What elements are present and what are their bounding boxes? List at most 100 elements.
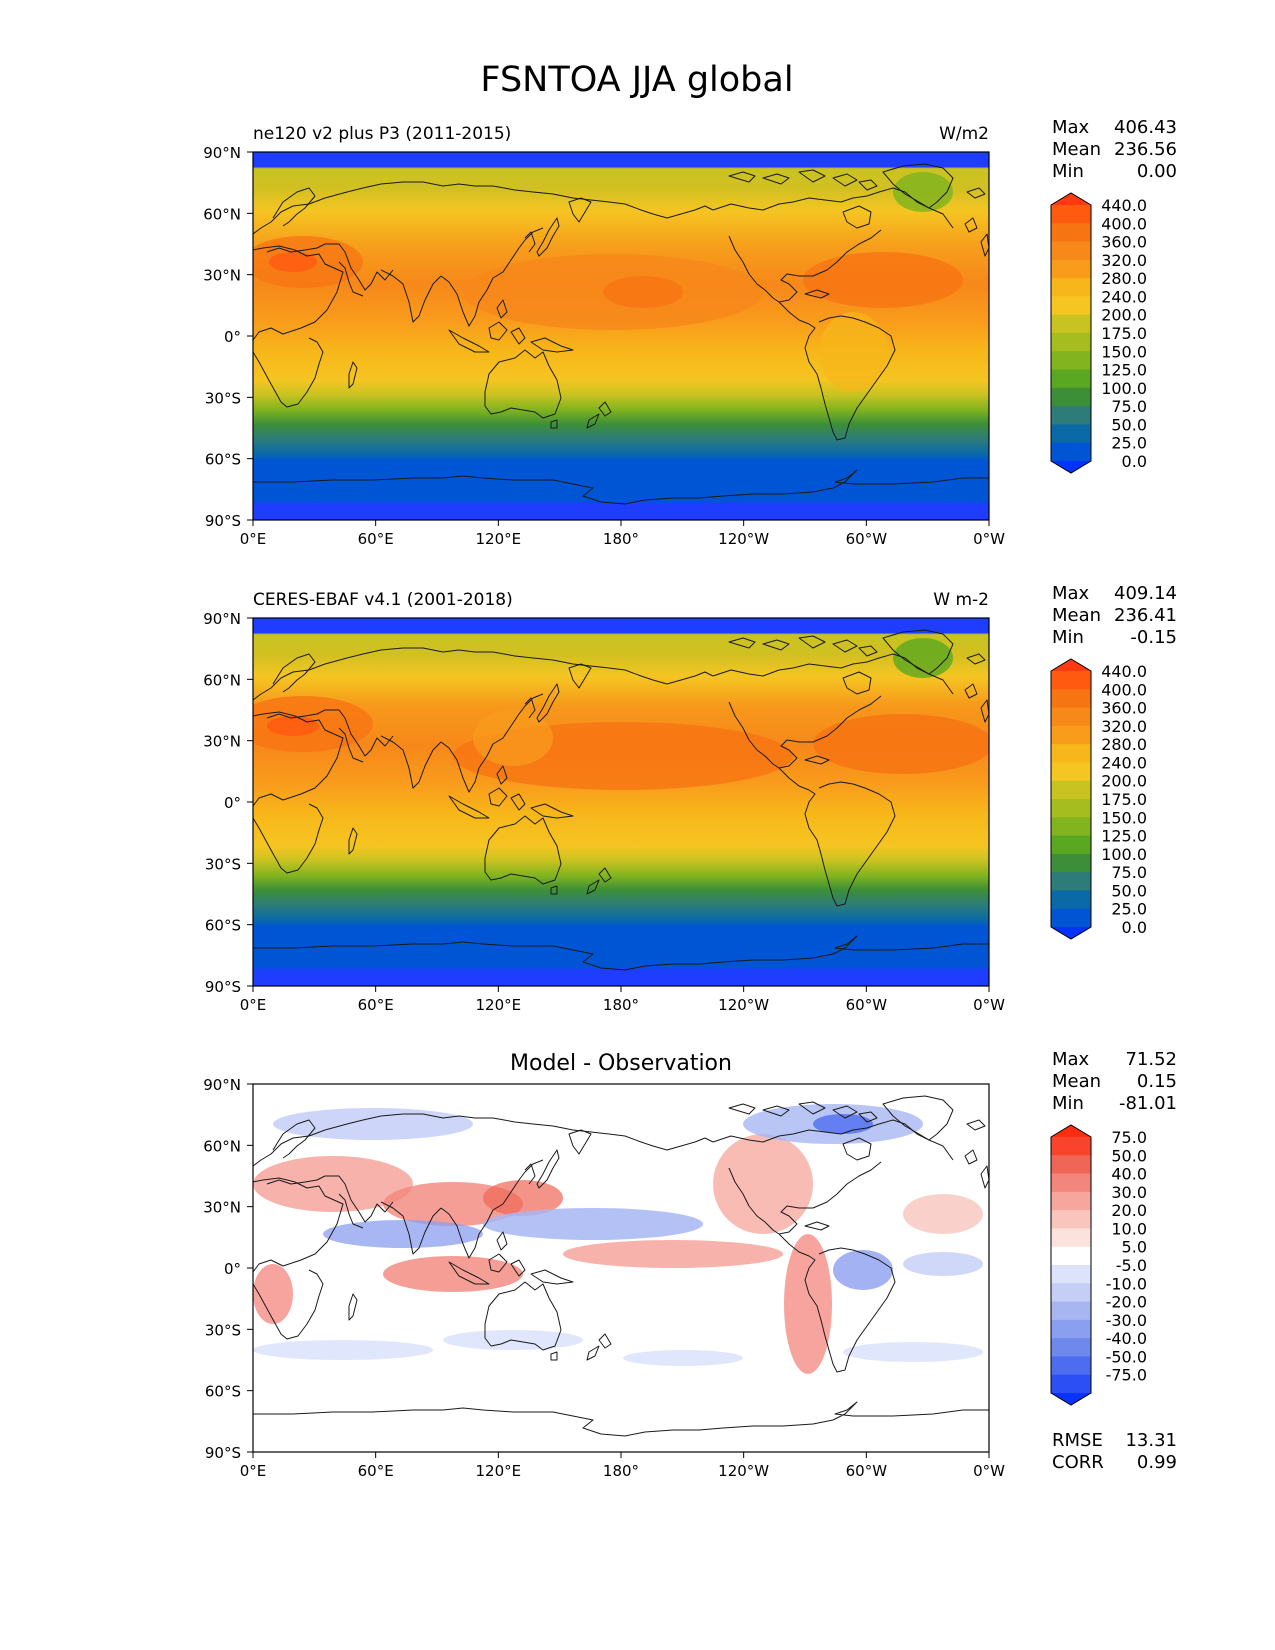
colorbar-level-label: -75.0 bbox=[1106, 1366, 1147, 1385]
stat-mean-value: 236.56 bbox=[1114, 139, 1177, 160]
x-tick-label: 60°E bbox=[358, 996, 394, 1014]
colorbar-swatch bbox=[1051, 908, 1091, 928]
y-tick-label: 90°S bbox=[205, 512, 241, 530]
map-plot-area: 90°N 60°N 30°N 0° 30°S 60°S 90°S0°E 60°E 120°E 18… bbox=[203, 144, 1005, 548]
colorbar-level-label: -10.0 bbox=[1106, 1274, 1147, 1293]
colorbar-swatch bbox=[1051, 369, 1091, 389]
field-feature bbox=[269, 252, 317, 272]
colorbar: 440.0400.0360.0320.0280.0240.0200.0175.0… bbox=[1050, 658, 1147, 940]
colorbar-swatch bbox=[1051, 1265, 1091, 1284]
field-feature bbox=[893, 172, 953, 212]
colorbar-swatch bbox=[1051, 223, 1091, 243]
colorbar-level-label: 240.0 bbox=[1101, 753, 1147, 772]
field-feature bbox=[833, 1250, 893, 1290]
colorbar-level-label: 150.0 bbox=[1101, 342, 1147, 361]
x-tick-label: 0°W bbox=[973, 1462, 1005, 1480]
panel-left-title: ne120 v2 plus P3 (2011-2015) bbox=[253, 124, 511, 144]
field-feature bbox=[819, 312, 887, 392]
y-tick-label: 60°S bbox=[205, 1383, 241, 1401]
field-feature bbox=[623, 1350, 743, 1366]
panel-right-title: W/m2 bbox=[939, 124, 989, 144]
y-tick-label: 90°N bbox=[203, 1076, 241, 1094]
field-feature bbox=[603, 276, 683, 308]
colorbar-level-label: 75.0 bbox=[1111, 1128, 1147, 1147]
colorbar-level-label: 200.0 bbox=[1101, 306, 1147, 325]
colorbar-swatch bbox=[1051, 1283, 1091, 1303]
colorbar-level-label: 200.0 bbox=[1101, 772, 1147, 791]
x-tick-label: 180° bbox=[603, 1462, 639, 1480]
colorbar-swatch bbox=[1051, 314, 1091, 334]
colorbar-swatch bbox=[1051, 1246, 1091, 1266]
x-tick-label: 120°W bbox=[718, 530, 769, 548]
colorbar-swatch bbox=[1051, 890, 1091, 910]
panel-difference: Model - Observation bbox=[203, 1049, 1177, 1480]
colorbar-swatch bbox=[1051, 927, 1091, 939]
field-feature bbox=[483, 1208, 703, 1240]
x-tick-label: 120°E bbox=[476, 996, 522, 1014]
field-feature bbox=[383, 1256, 523, 1292]
y-tick-label: 30°S bbox=[205, 855, 241, 873]
figure-title: FSNTOA JJA global bbox=[480, 60, 793, 100]
stat-rmse-value: 13.31 bbox=[1125, 1430, 1177, 1451]
x-tick-label: 120°W bbox=[718, 1462, 769, 1480]
x-tick-label: 0°W bbox=[973, 996, 1005, 1014]
colorbar-level-label: 400.0 bbox=[1101, 214, 1147, 233]
y-tick-label: 30°S bbox=[205, 389, 241, 407]
field-feature bbox=[253, 1340, 433, 1360]
field-feature bbox=[267, 716, 319, 736]
y-tick-label: 60°N bbox=[203, 205, 241, 223]
stats-block: Max 71.52 Mean 0.15 Min -81.01 bbox=[1052, 1049, 1177, 1114]
colorbar-swatch bbox=[1051, 744, 1091, 764]
panel-model: ne120 v2 plus P3 (2011-2015) W/m2 90°N 60… bbox=[203, 117, 1177, 548]
colorbar-swatch bbox=[1051, 424, 1091, 444]
y-tick-label: 30°N bbox=[203, 1199, 241, 1217]
colorbar-swatch bbox=[1051, 1319, 1091, 1339]
colorbar-swatch bbox=[1051, 333, 1091, 352]
colorbar-level-label: 150.0 bbox=[1101, 808, 1147, 827]
colorbar-swatch bbox=[1051, 1374, 1091, 1394]
field-feature bbox=[893, 638, 953, 678]
field-feature bbox=[483, 1180, 563, 1216]
colorbar-swatch bbox=[1051, 406, 1091, 426]
colorbar-level-label: 50.0 bbox=[1111, 415, 1147, 434]
y-tick-label: 60°S bbox=[205, 917, 241, 935]
colorbar-level-label: 320.0 bbox=[1101, 717, 1147, 736]
colorbar-level-label: 75.0 bbox=[1111, 863, 1147, 882]
stat-max-label: Max bbox=[1052, 583, 1090, 604]
field-feature bbox=[843, 1342, 983, 1362]
x-tick-label: 0°E bbox=[240, 1462, 267, 1480]
field-feature bbox=[803, 252, 963, 308]
field-base bbox=[253, 618, 989, 986]
field-feature bbox=[323, 1220, 483, 1248]
stat-min-value: -0.15 bbox=[1130, 627, 1177, 648]
stat-mean-value: 236.41 bbox=[1114, 605, 1177, 626]
x-tick-label: 180° bbox=[603, 530, 639, 548]
colorbar-swatch bbox=[1051, 762, 1091, 782]
x-tick-label: 120°E bbox=[476, 530, 522, 548]
stat-mean-value: 0.15 bbox=[1137, 1071, 1177, 1092]
colorbar-level-label: 40.0 bbox=[1111, 1165, 1147, 1184]
y-tick-label: 30°S bbox=[205, 1321, 241, 1339]
colorbar-level-label: 175.0 bbox=[1101, 324, 1147, 343]
stat-min-label: Min bbox=[1052, 161, 1084, 182]
colorbar-level-label: 25.0 bbox=[1111, 434, 1147, 453]
colorbar-level-label: 5.0 bbox=[1122, 1238, 1147, 1257]
colorbar-swatch bbox=[1051, 835, 1091, 855]
panel-observation: CERES-EBAF v4.1 (2001-2018) W m-2 90°N 60… bbox=[203, 583, 1177, 1014]
x-tick-label: 0°E bbox=[240, 996, 267, 1014]
stat-mean-label: Mean bbox=[1052, 605, 1101, 626]
colorbar-level-label: 100.0 bbox=[1101, 379, 1147, 398]
x-tick-label: 180° bbox=[603, 996, 639, 1014]
y-tick-label: 0° bbox=[224, 328, 241, 346]
colorbar-level-label: 440.0 bbox=[1101, 662, 1147, 681]
stat-corr-label: CORR bbox=[1052, 1452, 1104, 1473]
colorbar-level-label: 125.0 bbox=[1101, 361, 1147, 380]
colorbar-level-label: 30.0 bbox=[1111, 1183, 1147, 1202]
colorbar-level-label: 50.0 bbox=[1111, 881, 1147, 900]
stat-max-label: Max bbox=[1052, 1049, 1090, 1070]
field-feature bbox=[473, 710, 553, 766]
colorbar: 75.050.040.030.020.010.05.0-5.0-10.0-20.… bbox=[1050, 1124, 1147, 1406]
colorbar-swatch bbox=[1051, 1173, 1091, 1193]
colorbar-swatch bbox=[1051, 193, 1091, 206]
field-feature bbox=[713, 1134, 813, 1234]
